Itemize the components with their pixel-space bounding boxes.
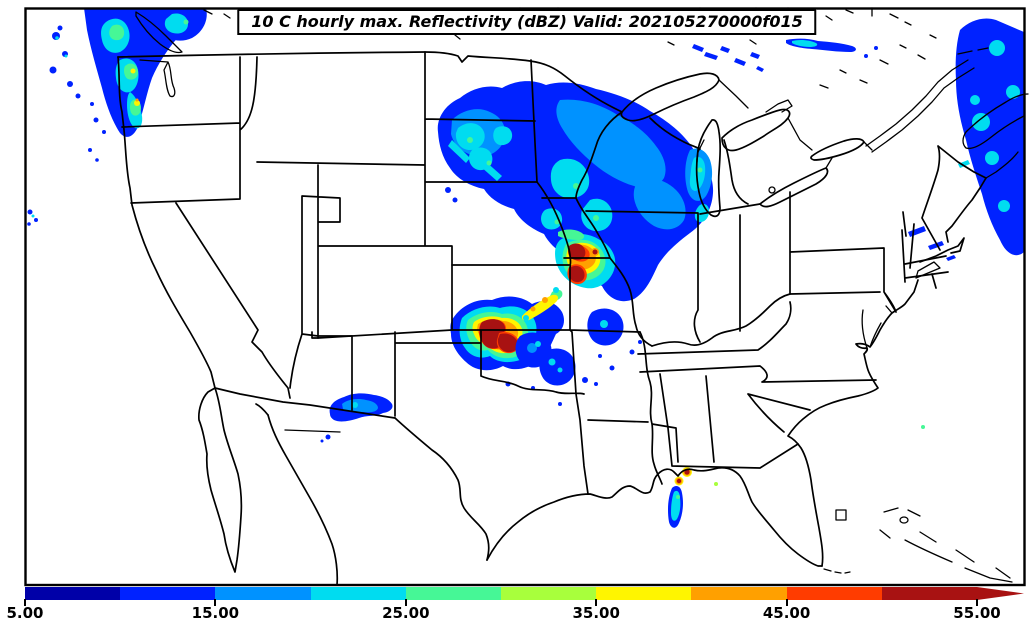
- colorbar-segment-35-40: [596, 587, 692, 600]
- nova-scotia: [962, 93, 1029, 179]
- colorbar-tick-label: 55.00: [953, 604, 1001, 622]
- state-borders-south: [637, 293, 877, 485]
- baja-california: [198, 387, 243, 573]
- state-borders-central: [317, 181, 649, 495]
- delaware-bay: [885, 305, 893, 314]
- mexico-mainland-coast: [267, 414, 339, 586]
- colorbar-segment-40-45: [691, 587, 787, 600]
- colorbar-segment-5-10: [25, 587, 121, 600]
- radar-echo-pacific-northwest: [49, 8, 207, 162]
- colorbar-tick-label: 15.00: [191, 604, 240, 622]
- colorbar-segment-20-25: [310, 587, 406, 600]
- florida-keys: [823, 568, 851, 574]
- colorbar-tick-label: 25.00: [382, 604, 430, 622]
- long-island: [915, 261, 941, 279]
- gulf-coastline: [486, 466, 823, 567]
- us-mexico-border: [214, 387, 396, 419]
- colorbar-segment-45-50: [786, 587, 882, 600]
- pacific-coastline: [117, 56, 216, 389]
- lake-ontario: [810, 138, 865, 161]
- colorbar-segment-50-55: [881, 587, 978, 600]
- radar-echo-california-offshore: [27, 209, 38, 226]
- colorbar-tick: [24, 599, 26, 606]
- state-borders-west: [121, 51, 538, 411]
- lake-st-clair: [768, 186, 776, 194]
- lake-erie: [759, 167, 829, 208]
- lake-huron: [721, 108, 791, 152]
- colorbar: [25, 587, 978, 600]
- radar-echo-central-plains: [450, 287, 642, 406]
- bahamas-cuba: [879, 507, 1013, 583]
- radar-echo-atlantic: [908, 18, 1024, 429]
- gulf-of-california-head: [255, 403, 269, 416]
- colorbar-tick-label: 45.00: [762, 604, 811, 622]
- colorbar-tick-label: 35.00: [572, 604, 620, 622]
- atlantic-coastline: [787, 279, 919, 567]
- colorbar-tick: [785, 599, 788, 606]
- colorbar-tick-label: 5.00: [6, 604, 44, 622]
- canada-border: [117, 51, 623, 113]
- state-borders-northeast: [789, 145, 987, 313]
- radar-echo-ontario-quebec: [692, 38, 878, 72]
- radar-echo-new-mexico: [320, 393, 393, 443]
- green-bay: [696, 139, 705, 163]
- map-title: 10 C hourly max. Reflectivity (dBZ) Vali…: [251, 12, 803, 31]
- colorbar-tick: [214, 599, 217, 606]
- border-lake-connectors: [718, 79, 873, 169]
- state-borders-midwest: [575, 111, 761, 347]
- radar-echoes: [27, 8, 1024, 528]
- colorbar-segment-15-20: [215, 587, 311, 600]
- lake-superior: [620, 72, 720, 122]
- basemap-lines: [117, 7, 1029, 586]
- colorbar-tick: [404, 599, 407, 606]
- rio-grande: [394, 417, 490, 561]
- lake-okeechobee: [835, 509, 847, 521]
- chesapeake-bay: [861, 309, 882, 349]
- radar-echo-gulf-coast: [668, 467, 718, 528]
- anticosti-island: [957, 47, 989, 55]
- colorbar-segment-30-35: [501, 587, 597, 600]
- map-title-box: 10 C hourly max. Reflectivity (dBZ) Vali…: [237, 9, 817, 35]
- georgian-bay: [765, 99, 793, 113]
- colorbar-tick: [976, 599, 978, 606]
- colorbar-segment-10-15: [120, 587, 216, 600]
- colorbar-segment-25-30: [405, 587, 502, 600]
- puget-sound: [139, 59, 176, 98]
- st-lawrence-river: [865, 59, 975, 153]
- mexico-interior-line: [284, 429, 341, 433]
- map-border: [24, 7, 1026, 587]
- radar-echo-upper-midwest: [437, 81, 714, 302]
- new-england-coast: [919, 177, 987, 263]
- colorbar-tick: [595, 599, 598, 606]
- vancouver-island: [135, 11, 183, 54]
